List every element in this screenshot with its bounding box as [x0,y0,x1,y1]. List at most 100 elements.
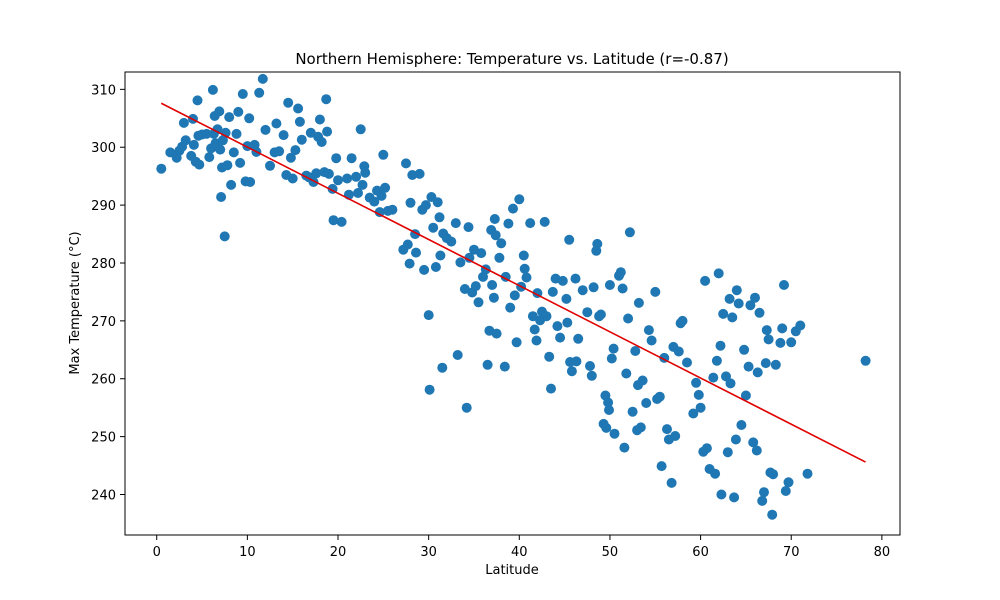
data-point [761,325,772,336]
data-point [192,95,203,106]
data-point [487,280,498,290]
data-point [224,112,235,123]
data-point [570,273,581,284]
data-point [207,84,218,95]
data-point [724,293,735,304]
data-point [751,445,762,456]
points-layer [156,73,871,520]
data-point [748,437,759,448]
data-point [446,236,457,247]
data-point [178,117,189,128]
data-point [401,158,411,169]
data-point [328,215,339,226]
data-point [435,250,446,261]
data-point [635,422,646,433]
data-point [770,359,781,370]
data-point [708,372,719,383]
data-point [650,286,661,297]
data-point [419,264,430,275]
data-point [463,222,474,233]
data-point [603,397,614,408]
data-point [188,139,199,150]
data-point [494,252,505,263]
data-point [311,168,322,179]
data-point [531,335,542,346]
data-point [795,320,806,331]
data-point [402,239,413,250]
chart-title: Northern Hemisphere: Temperature vs. Lat… [295,50,728,68]
data-point [346,153,357,164]
x-tick-label: 50 [602,545,619,560]
x-tick-label: 40 [511,545,528,560]
x-tick-label: 20 [330,545,347,560]
y-tick-label: 310 [91,83,116,98]
data-point [405,197,416,208]
data-point [562,317,573,328]
data-point [464,252,475,263]
data-point [432,197,443,208]
data-point [204,152,215,163]
data-point [780,486,791,496]
data-point [586,370,597,381]
data-point [228,147,239,158]
data-point [525,218,536,229]
data-point [637,375,648,386]
data-point [552,321,563,332]
data-point [571,356,582,367]
data-point [691,377,702,388]
data-point [673,346,684,357]
data-point [455,257,466,268]
data-point [478,271,488,282]
data-point [323,168,334,179]
data-point [333,175,343,186]
data-point [342,173,353,184]
data-point [360,167,371,178]
data-point [722,447,733,458]
data-point [450,218,461,229]
data-point [700,275,711,286]
data-point [430,262,441,272]
data-point [499,361,510,372]
data-point [482,359,493,370]
data-point [621,368,632,379]
data-point [588,282,599,293]
data-point [489,214,500,224]
data-point [387,204,398,215]
data-point [729,492,740,503]
y-tick-label: 260 [91,373,116,388]
y-tick-label: 270 [91,315,116,330]
data-point [260,124,271,135]
data-point [231,128,242,139]
data-point [750,292,760,303]
data-point [757,495,768,506]
data-point [519,263,530,274]
data-point [630,346,641,356]
data-point [609,428,620,439]
data-point [633,297,644,308]
data-point [322,126,333,137]
data-point [624,227,635,238]
data-point [156,163,167,174]
data-point [226,179,237,190]
y-tick-label: 280 [91,257,116,272]
x-tick-label: 80 [874,545,891,560]
data-point [254,87,265,98]
data-point [222,160,233,171]
data-point [577,285,588,296]
data-point [509,290,520,301]
data-point [511,337,522,348]
data-point [503,218,514,229]
data-point [351,171,362,182]
data-point [662,424,672,435]
y-tick-label: 250 [91,431,116,446]
data-point [488,292,499,303]
data-point [404,258,415,269]
data-point [582,307,593,318]
data-point [476,248,487,259]
data-point [654,391,665,402]
data-point [376,190,387,201]
data-point [745,300,756,311]
data-point [424,384,435,395]
data-point [321,94,332,105]
regression-line [160,102,866,463]
